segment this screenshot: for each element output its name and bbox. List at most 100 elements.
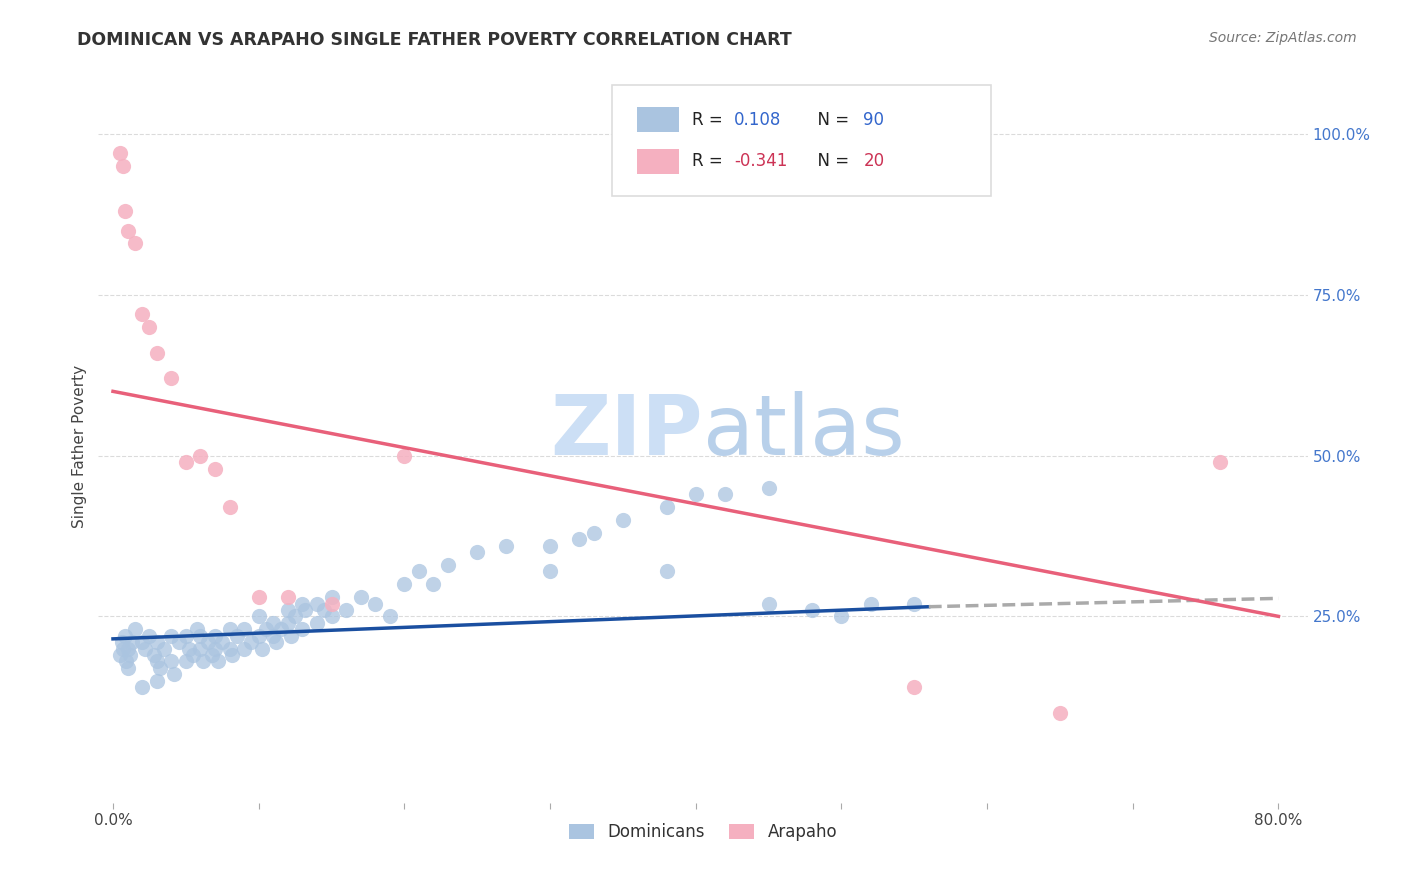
- Text: R =: R =: [692, 153, 728, 170]
- Point: [247, 629, 270, 643]
- Point: [124, 236, 146, 251]
- Point: [1209, 455, 1232, 469]
- Point: [114, 629, 136, 643]
- Point: [153, 641, 176, 656]
- Y-axis label: Single Father Poverty: Single Father Poverty: [72, 365, 87, 527]
- Point: [262, 629, 284, 643]
- Point: [262, 615, 284, 630]
- Point: [193, 654, 215, 668]
- Point: [277, 603, 299, 617]
- Point: [186, 622, 208, 636]
- Point: [378, 609, 401, 624]
- Point: [538, 565, 561, 579]
- Point: [250, 641, 273, 656]
- Point: [408, 565, 430, 579]
- Text: 0.108: 0.108: [734, 111, 782, 128]
- Point: [321, 597, 343, 611]
- Point: [685, 487, 707, 501]
- Point: [121, 635, 143, 649]
- Point: [394, 577, 416, 591]
- Point: [758, 597, 780, 611]
- Text: DOMINICAN VS ARAPAHO SINGLE FATHER POVERTY CORRELATION CHART: DOMINICAN VS ARAPAHO SINGLE FATHER POVER…: [77, 31, 792, 49]
- Point: [714, 487, 737, 501]
- Point: [321, 609, 343, 624]
- Point: [465, 545, 488, 559]
- Point: [145, 345, 167, 359]
- Point: [190, 641, 212, 656]
- Point: [233, 641, 256, 656]
- Point: [174, 629, 197, 643]
- Text: N =: N =: [807, 153, 855, 170]
- Point: [277, 590, 299, 604]
- Point: [859, 597, 882, 611]
- Point: [321, 590, 343, 604]
- Point: [270, 622, 292, 636]
- Point: [225, 629, 247, 643]
- Point: [335, 603, 357, 617]
- Point: [903, 680, 925, 694]
- Point: [218, 622, 240, 636]
- Point: [264, 635, 287, 649]
- Text: 90: 90: [863, 111, 884, 128]
- Legend: Dominicans, Arapaho: Dominicans, Arapaho: [562, 817, 844, 848]
- Point: [495, 539, 517, 553]
- Text: ZIP: ZIP: [551, 392, 703, 472]
- Point: [114, 204, 136, 219]
- Point: [190, 449, 212, 463]
- Text: Source: ZipAtlas.com: Source: ZipAtlas.com: [1209, 31, 1357, 45]
- Point: [204, 629, 226, 643]
- Point: [134, 641, 156, 656]
- Point: [160, 629, 183, 643]
- Point: [145, 673, 167, 688]
- Point: [181, 648, 204, 662]
- Point: [111, 635, 134, 649]
- Point: [117, 641, 139, 656]
- Point: [394, 449, 416, 463]
- Point: [218, 500, 240, 514]
- Point: [240, 635, 263, 649]
- Point: [138, 629, 160, 643]
- Text: atlas: atlas: [703, 392, 904, 472]
- Point: [538, 539, 561, 553]
- Text: 20: 20: [863, 153, 884, 170]
- Point: [218, 641, 240, 656]
- Point: [801, 603, 824, 617]
- Point: [350, 590, 373, 604]
- Point: [110, 648, 132, 662]
- Point: [177, 641, 200, 656]
- Point: [612, 513, 634, 527]
- Point: [131, 307, 153, 321]
- Point: [247, 590, 270, 604]
- Point: [211, 635, 233, 649]
- Point: [124, 622, 146, 636]
- Point: [131, 680, 153, 694]
- Point: [115, 654, 138, 668]
- Point: [142, 648, 165, 662]
- Point: [305, 615, 328, 630]
- Point: [167, 635, 190, 649]
- Point: [291, 597, 314, 611]
- Text: R =: R =: [692, 111, 728, 128]
- Point: [117, 661, 139, 675]
- Point: [294, 603, 316, 617]
- Point: [145, 635, 167, 649]
- Point: [160, 371, 183, 385]
- Point: [280, 629, 302, 643]
- Point: [174, 654, 197, 668]
- Point: [112, 159, 135, 173]
- Point: [160, 654, 183, 668]
- Point: [174, 455, 197, 469]
- Point: [207, 654, 229, 668]
- Point: [277, 615, 299, 630]
- Point: [233, 622, 256, 636]
- Point: [204, 461, 226, 475]
- Point: [110, 146, 132, 161]
- Point: [145, 654, 167, 668]
- Point: [655, 565, 678, 579]
- Point: [437, 558, 460, 572]
- Point: [190, 629, 212, 643]
- Point: [305, 597, 328, 611]
- Point: [314, 603, 336, 617]
- Point: [112, 641, 135, 656]
- Text: N =: N =: [807, 111, 855, 128]
